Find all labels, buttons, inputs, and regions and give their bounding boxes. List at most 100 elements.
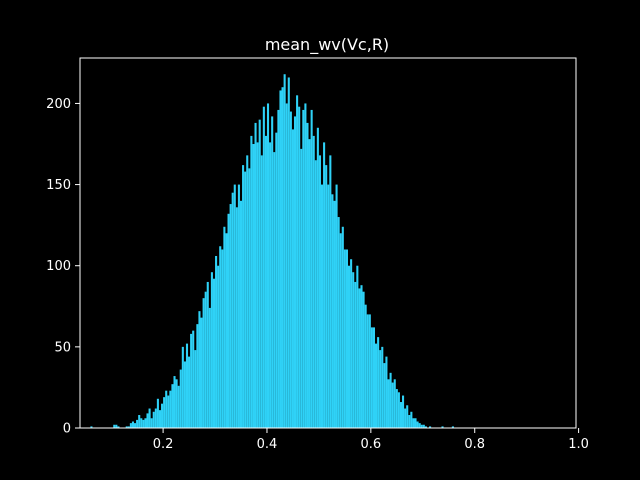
histogram-bar	[173, 376, 176, 428]
histogram-bar	[404, 408, 407, 428]
histogram-bar	[387, 379, 390, 428]
axes-group: 0.2 0.4 0.6 0.8 1.0 0 50 100 150 200	[46, 57, 589, 452]
histogram-bar	[181, 346, 184, 428]
histogram-bar	[341, 226, 344, 428]
histogram-bar	[200, 317, 203, 428]
histogram-bar	[399, 402, 403, 428]
histogram-bar	[210, 272, 213, 428]
histogram-bar	[215, 255, 218, 428]
y-tick-label: 50	[54, 340, 71, 355]
histogram-bar	[117, 426, 120, 428]
histogram-bar	[185, 343, 189, 428]
histogram-bar	[406, 405, 409, 428]
histogram-bar	[235, 207, 238, 428]
histogram-bar	[345, 249, 348, 428]
histogram-bar	[233, 184, 236, 428]
histogram-bar	[389, 372, 392, 428]
histogram-bar	[358, 288, 361, 428]
histogram-bar	[183, 361, 186, 428]
histogram-bar	[269, 142, 272, 428]
histogram-bar	[144, 418, 147, 428]
histogram-bar	[418, 423, 421, 428]
histogram-bar	[354, 281, 357, 428]
histogram-bar	[283, 74, 286, 428]
histogram-bar	[308, 139, 311, 428]
histogram-bar	[300, 148, 303, 428]
histogram-bar	[306, 122, 309, 428]
histogram-bar	[323, 142, 326, 428]
histogram-bar	[350, 259, 353, 428]
histogram-bar	[142, 419, 145, 428]
histogram-bar	[291, 129, 294, 428]
x-tick-label: 0.4	[257, 437, 278, 452]
histogram-bar	[335, 184, 338, 428]
histogram-bar	[352, 272, 355, 428]
histogram-bar	[264, 135, 267, 429]
histogram-bar	[266, 103, 270, 428]
histogram-bar	[312, 135, 315, 429]
x-tick-label: 0.6	[361, 437, 382, 452]
histogram-bar	[279, 90, 282, 428]
histogram-bar	[252, 144, 255, 428]
histogram-bar	[242, 165, 245, 428]
histogram-bar	[175, 379, 178, 428]
histogram-bar	[310, 109, 313, 429]
histogram-bar	[158, 410, 162, 428]
histogram-bar	[377, 337, 380, 428]
histogram-bar	[188, 356, 191, 428]
histogram-bar	[271, 116, 274, 428]
histogram-bar	[424, 426, 427, 428]
histogram-bar	[231, 192, 234, 428]
histogram-bar	[360, 285, 363, 428]
histogram-bar	[402, 395, 405, 428]
histogram-bar	[146, 413, 149, 428]
histogram-bar	[154, 408, 157, 428]
histogram-bar	[177, 385, 180, 428]
histogram-bar	[258, 119, 261, 429]
histogram-bar	[333, 200, 336, 428]
histogram-bar	[375, 343, 378, 428]
histogram-bar	[379, 350, 382, 428]
histogram-bar	[366, 314, 369, 428]
histogram-bar	[343, 249, 346, 428]
histogram-bar	[125, 426, 128, 428]
histogram-bar	[368, 314, 371, 428]
histogram-bar	[90, 426, 93, 428]
histogram-bar	[196, 324, 199, 428]
histogram-bar	[429, 426, 432, 428]
histogram-bar	[225, 233, 228, 428]
histogram-bar	[229, 204, 232, 428]
histogram-bar	[412, 418, 415, 428]
histogram-bar	[219, 246, 222, 428]
histogram-bar	[285, 103, 288, 428]
histogram-bar	[395, 389, 398, 428]
histogram-bar	[262, 106, 265, 429]
histogram-bar	[318, 155, 321, 429]
histogram-bar	[206, 281, 209, 428]
histogram-bar	[356, 265, 359, 428]
histogram-bar	[451, 426, 454, 428]
histogram-bar	[161, 403, 164, 428]
histogram-bar	[150, 418, 153, 428]
histogram-bar	[198, 311, 201, 428]
histogram-bar	[202, 298, 205, 428]
histogram-bar	[113, 424, 116, 428]
histogram-bar	[246, 155, 249, 429]
chart-title: mean_wv(Vc,R)	[265, 35, 389, 55]
histogram-bar	[134, 423, 137, 428]
histogram-bar	[337, 217, 340, 428]
histogram-bar	[152, 411, 155, 428]
histogram-bar	[370, 327, 373, 428]
histogram-bar	[127, 426, 130, 428]
histogram-bar	[260, 155, 263, 429]
histogram-bar	[239, 200, 243, 428]
histogram-bar	[179, 369, 182, 428]
histogram-bar	[192, 330, 195, 428]
histogram-bar	[138, 415, 141, 428]
histogram-bar	[414, 418, 417, 428]
histogram-bar	[129, 423, 132, 428]
histogram-bar	[171, 384, 174, 428]
histogram-bar	[391, 382, 394, 428]
histogram-bar	[298, 106, 301, 429]
histogram-bar	[347, 265, 351, 428]
